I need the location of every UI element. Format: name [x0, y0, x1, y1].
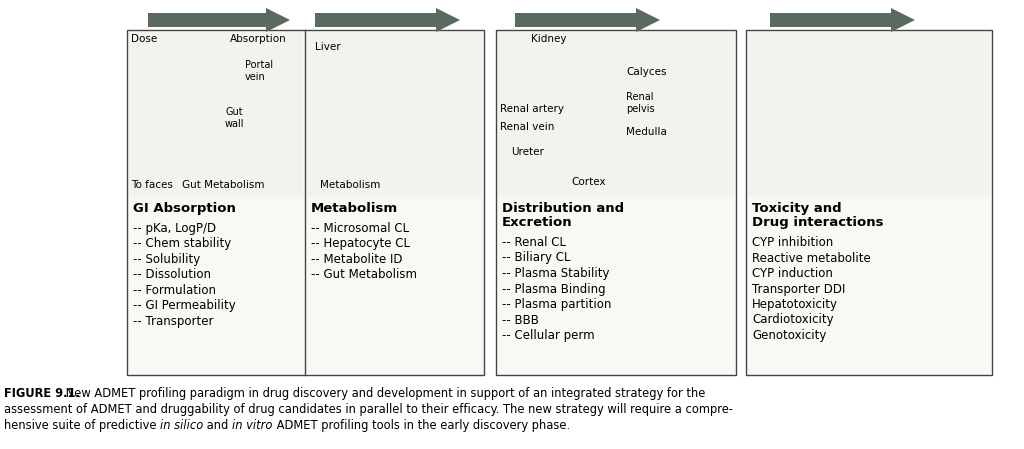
Text: Excretion: Excretion: [502, 216, 572, 229]
Text: -- Renal CL: -- Renal CL: [502, 236, 566, 249]
Text: Calyces: Calyces: [626, 67, 667, 77]
Text: assessment of ADMET and druggability of drug candidates in parallel to their eff: assessment of ADMET and druggability of …: [4, 403, 733, 416]
Text: Drug interactions: Drug interactions: [752, 216, 884, 229]
Text: -- pKa, LogP/D: -- pKa, LogP/D: [133, 222, 216, 235]
Text: -- Metabolite ID: -- Metabolite ID: [311, 253, 402, 266]
Text: GI Absorption: GI Absorption: [133, 202, 236, 215]
Text: Dose: Dose: [131, 34, 158, 44]
Text: Reactive metabolite: Reactive metabolite: [752, 251, 870, 264]
Text: -- Microsomal CL: -- Microsomal CL: [311, 222, 410, 235]
Bar: [770, 13, 891, 27]
Text: Cortex: Cortex: [571, 177, 605, 187]
Bar: [148, 13, 266, 27]
Text: in silico: in silico: [160, 419, 204, 432]
Text: Metabolism: Metabolism: [319, 180, 380, 190]
Text: Medulla: Medulla: [626, 127, 667, 137]
Bar: [307, 32, 482, 197]
Polygon shape: [266, 8, 290, 32]
Text: -- Cellular perm: -- Cellular perm: [502, 329, 595, 342]
Text: Transporter DDI: Transporter DDI: [752, 282, 846, 295]
Bar: [515, 13, 636, 27]
Text: -- Transporter: -- Transporter: [133, 315, 213, 328]
Bar: [748, 32, 990, 197]
Text: Kidney: Kidney: [531, 34, 566, 44]
Text: hensive suite of predictive: hensive suite of predictive: [4, 419, 160, 432]
Bar: [315, 13, 436, 27]
Text: -- Biliary CL: -- Biliary CL: [502, 251, 570, 264]
Text: ADMET profiling tools in the early discovery phase.: ADMET profiling tools in the early disco…: [272, 419, 569, 432]
Bar: [746, 30, 992, 375]
Text: -- Plasma Stability: -- Plasma Stability: [502, 267, 609, 280]
Text: Gut
wall: Gut wall: [225, 107, 245, 128]
Text: To faces: To faces: [131, 180, 173, 190]
Text: -- Formulation: -- Formulation: [133, 284, 216, 297]
Text: -- Gut Metabolism: -- Gut Metabolism: [311, 269, 417, 282]
Text: in vitro: in vitro: [232, 419, 272, 432]
Text: -- Dissolution: -- Dissolution: [133, 269, 211, 282]
Text: Ureter: Ureter: [511, 147, 544, 157]
Bar: [129, 32, 303, 197]
Text: Hepatotoxicity: Hepatotoxicity: [752, 298, 838, 311]
Text: Toxicity and: Toxicity and: [752, 202, 842, 215]
Text: Portal
vein: Portal vein: [245, 60, 273, 82]
Text: -- Chem stability: -- Chem stability: [133, 238, 231, 251]
Text: New ADMET profiling paradigm in drug discovery and development in support of an : New ADMET profiling paradigm in drug dis…: [62, 387, 706, 400]
Text: FIGURE 9.1.: FIGURE 9.1.: [4, 387, 80, 400]
Text: -- BBB: -- BBB: [502, 313, 539, 326]
Polygon shape: [436, 8, 460, 32]
Bar: [496, 30, 736, 375]
Text: Renal
pelvis: Renal pelvis: [626, 92, 654, 114]
Text: -- Plasma Binding: -- Plasma Binding: [502, 282, 605, 295]
Polygon shape: [891, 8, 915, 32]
Polygon shape: [636, 8, 660, 32]
Text: -- Solubility: -- Solubility: [133, 253, 201, 266]
Text: -- Plasma partition: -- Plasma partition: [502, 298, 611, 311]
Text: Liver: Liver: [315, 42, 341, 52]
Text: Gut Metabolism: Gut Metabolism: [182, 180, 264, 190]
Text: Absorption: Absorption: [230, 34, 287, 44]
Bar: [498, 32, 734, 197]
Text: Distribution and: Distribution and: [502, 202, 624, 215]
Text: Genotoxicity: Genotoxicity: [752, 329, 826, 342]
Text: Renal vein: Renal vein: [500, 122, 554, 132]
Text: Renal artery: Renal artery: [500, 104, 564, 114]
Text: CYP inhibition: CYP inhibition: [752, 236, 834, 249]
Text: Metabolism: Metabolism: [311, 202, 398, 215]
Text: and: and: [204, 419, 232, 432]
Text: -- GI Permeability: -- GI Permeability: [133, 299, 236, 313]
Text: -- Hepatocyte CL: -- Hepatocyte CL: [311, 238, 410, 251]
Text: Cardiotoxicity: Cardiotoxicity: [752, 313, 834, 326]
Bar: [127, 30, 484, 375]
Text: CYP induction: CYP induction: [752, 267, 833, 280]
